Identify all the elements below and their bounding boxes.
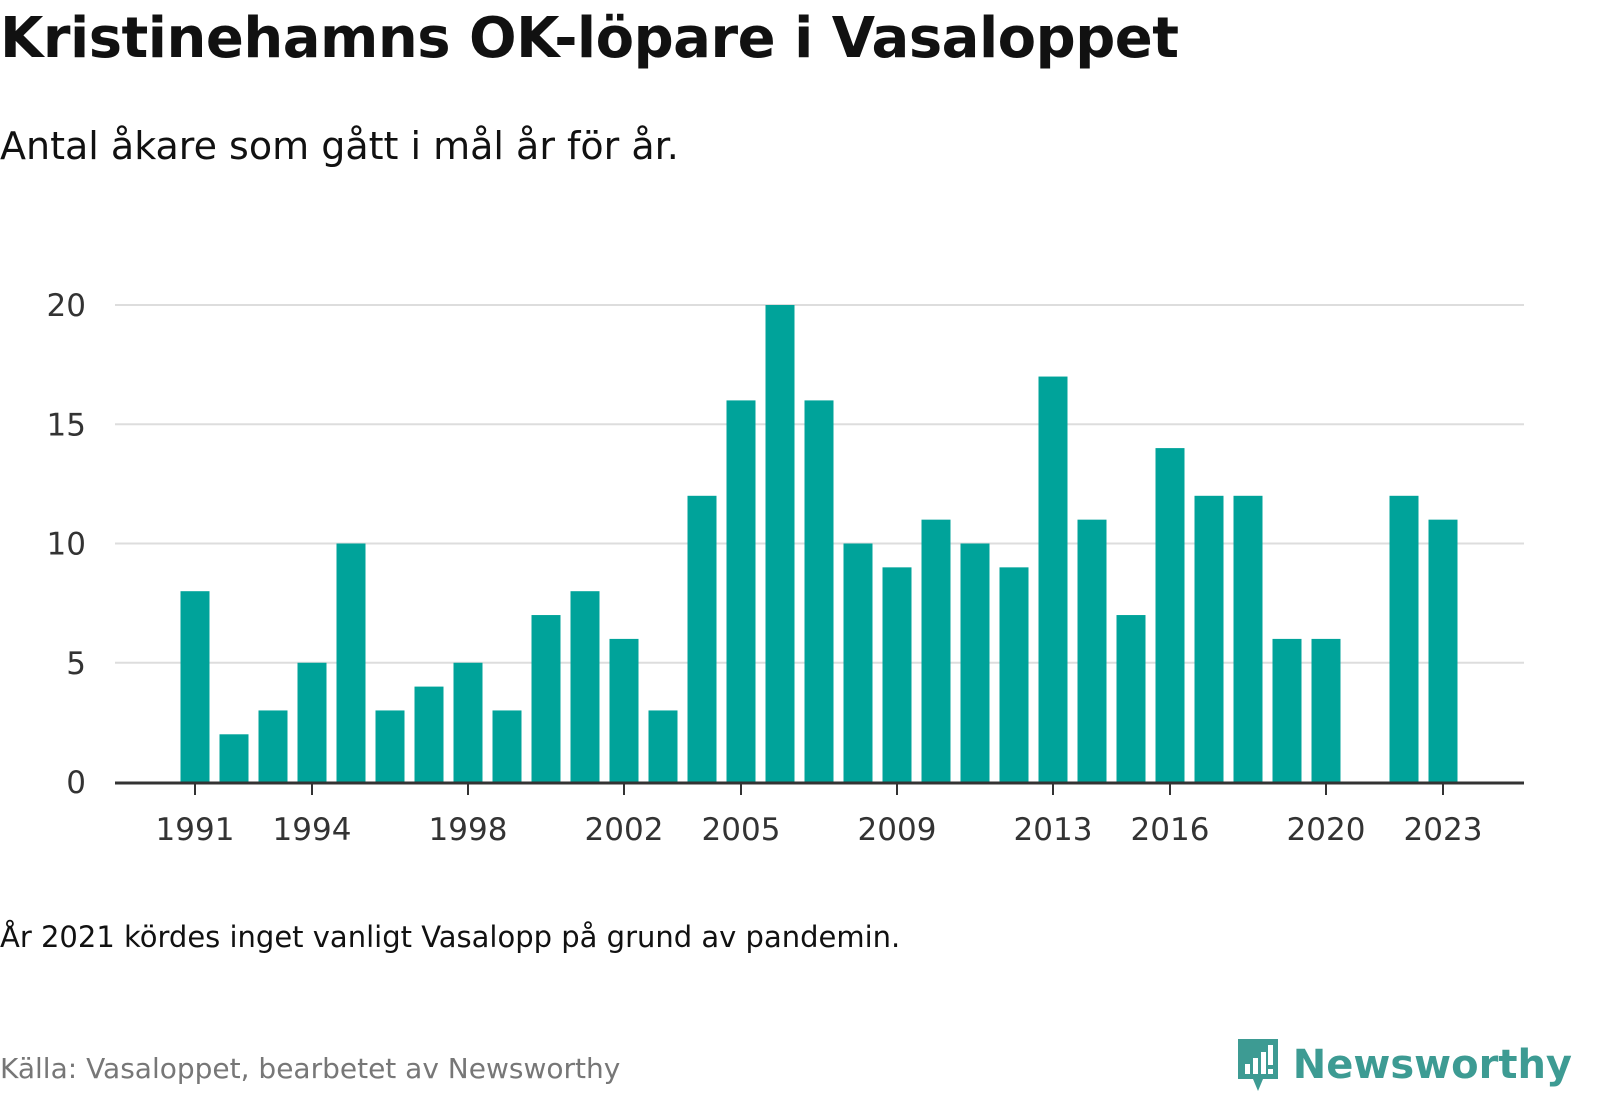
bar xyxy=(492,710,522,782)
x-tick-label: 2005 xyxy=(702,812,781,848)
y-tick-label: 10 xyxy=(47,527,86,563)
y-tick-label: 5 xyxy=(66,646,86,682)
x-tick-label: 1991 xyxy=(156,812,235,848)
bar xyxy=(726,400,756,782)
bar xyxy=(648,710,678,782)
bar xyxy=(570,591,600,782)
bar xyxy=(453,662,483,782)
bar xyxy=(609,638,639,782)
bar xyxy=(180,591,210,782)
brand-name: Newsworthy xyxy=(1292,1042,1572,1088)
footnote: År 2021 kördes inget vanligt Vasalopp på… xyxy=(0,920,901,954)
bar xyxy=(258,710,288,782)
y-tick-label: 20 xyxy=(47,288,86,324)
chart-subtitle: Antal åkare som gått i mål år för år. xyxy=(0,124,679,168)
bar xyxy=(804,400,834,782)
bar xyxy=(531,615,561,782)
x-tick-label: 1994 xyxy=(273,812,352,848)
y-tick-label: 15 xyxy=(47,407,86,443)
bar xyxy=(1389,495,1419,782)
bar xyxy=(1311,638,1341,782)
bar xyxy=(297,662,327,782)
bar-chart-logo-icon xyxy=(1237,1039,1278,1091)
bar xyxy=(1077,519,1107,782)
x-tick-label: 2016 xyxy=(1131,812,1210,848)
x-tick-label: 2013 xyxy=(1014,812,1093,848)
bar xyxy=(960,543,990,782)
bar xyxy=(1194,495,1224,782)
bar xyxy=(1233,495,1263,782)
y-tick-label: 0 xyxy=(66,765,86,801)
x-tick-label: 2009 xyxy=(858,812,937,848)
bar xyxy=(1038,376,1068,782)
bar xyxy=(414,686,444,782)
bar xyxy=(882,567,912,782)
bar-chart: 0 5 10 15 20 1991 1994 1998 2002 2005 2009 2013 2016… xyxy=(47,288,1524,848)
bar xyxy=(219,734,249,782)
chart-title: Kristinehamns OK-löpare i Vasaloppet xyxy=(0,6,1179,71)
x-tick-label: 1998 xyxy=(429,812,508,848)
bar xyxy=(375,710,405,782)
x-tick-label: 2023 xyxy=(1404,812,1483,848)
bar xyxy=(687,495,717,782)
bar xyxy=(765,305,795,782)
bar xyxy=(1116,615,1146,782)
bar xyxy=(1272,638,1302,782)
bar xyxy=(1155,448,1185,782)
bar xyxy=(843,543,873,782)
x-tick-label: 2020 xyxy=(1287,812,1366,848)
bar xyxy=(336,543,366,782)
bar xyxy=(921,519,951,782)
bar xyxy=(1428,519,1458,782)
newsworthy-logo: Newsworthy xyxy=(1235,1036,1572,1094)
source-credit: Källa: Vasaloppet, bearbetet av Newswort… xyxy=(0,1052,621,1085)
bar xyxy=(999,567,1029,782)
x-tick-label: 2002 xyxy=(585,812,664,848)
